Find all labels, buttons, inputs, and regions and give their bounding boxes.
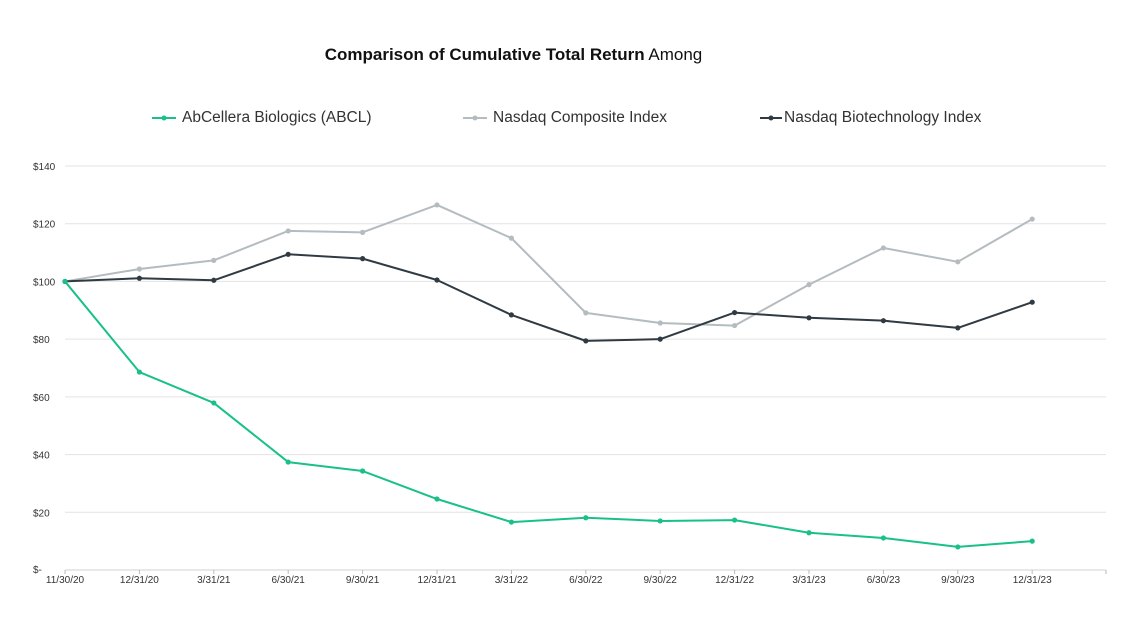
- data-point-2: [732, 309, 738, 316]
- legend-item-nasdaq-biotech: Nasdaq Biotechnology Index: [760, 109, 981, 127]
- data-point-0: [360, 468, 366, 474]
- data-point-2: [360, 256, 366, 262]
- series-line-2: [64, 253, 1033, 342]
- legend-item-abcl: AbCellera Biologics (ABCL): [152, 109, 372, 127]
- data-point-2: [806, 315, 812, 321]
- y-tick-label: $60: [33, 393, 50, 404]
- chart-title-bold: Comparison of Cumulative Total Return: [324, 45, 645, 64]
- y-tick-label: $40: [33, 451, 50, 462]
- y-tick-label: $-: [33, 565, 42, 576]
- x-tick-label: 12/31/22: [715, 575, 754, 586]
- data-point-0: [880, 535, 887, 541]
- x-tick-label: 3/31/22: [495, 575, 529, 586]
- x-tick-label: 12/31/21: [418, 575, 457, 586]
- data-point-0: [583, 515, 589, 521]
- legend-label-abcl: AbCellera Biologics (ABCL): [182, 109, 372, 126]
- legend-item-nasdaq-composite: Nasdaq Composite Index: [463, 109, 667, 127]
- x-tick-label: 6/30/23: [867, 575, 901, 586]
- data-point-1: [732, 322, 738, 329]
- y-tick-label: $100: [33, 277, 56, 288]
- data-point-2: [1029, 299, 1035, 305]
- data-point-0: [1029, 538, 1035, 544]
- data-point-1: [583, 310, 589, 316]
- series-line-0: [64, 280, 1033, 548]
- x-tick-label: 11/30/20: [46, 575, 85, 586]
- data-point-2: [434, 277, 440, 283]
- x-tick-label: 6/30/21: [272, 575, 306, 586]
- data-point-1: [136, 266, 142, 272]
- x-tick-label: 12/31/20: [120, 575, 159, 586]
- data-point-2: [955, 325, 961, 331]
- data-point-1: [657, 320, 663, 326]
- data-point-2: [583, 338, 589, 344]
- x-tick-label: 6/30/22: [569, 575, 603, 586]
- data-point-2: [285, 251, 291, 257]
- legend-marker-abcl: [152, 115, 176, 121]
- x-tick-label: 3/31/23: [792, 575, 826, 586]
- x-tick-label: 9/30/23: [941, 575, 975, 586]
- data-point-0: [211, 400, 217, 406]
- legend-marker-nasdaq-composite: [463, 115, 487, 121]
- x-tick-label: 12/31/23: [1013, 575, 1052, 586]
- data-point-0: [62, 278, 68, 285]
- data-point-1: [880, 245, 887, 251]
- data-point-0: [434, 496, 440, 502]
- data-point-0: [136, 369, 142, 375]
- legend-marker-nasdaq-biotech: [760, 115, 782, 121]
- legend-label-nasdaq-composite: Nasdaq Composite Index: [493, 109, 668, 126]
- data-point-0: [732, 517, 738, 523]
- data-point-0: [657, 518, 663, 524]
- y-tick-label: $120: [33, 220, 56, 231]
- data-point-1: [806, 282, 812, 288]
- data-point-2: [136, 275, 142, 281]
- data-point-2: [508, 312, 514, 318]
- data-point-1: [434, 202, 440, 208]
- data-point-0: [806, 530, 812, 536]
- chart-title: Comparison of Cumulative Total Return Am…: [0, 45, 1027, 65]
- data-point-0: [285, 459, 291, 465]
- data-point-1: [1029, 216, 1035, 222]
- y-tick-label: $20: [33, 508, 50, 519]
- x-tick-label: 9/30/22: [644, 575, 678, 586]
- data-point-0: [955, 544, 961, 550]
- data-point-1: [285, 228, 291, 234]
- data-point-1: [955, 259, 961, 265]
- chart-title-rest: Among: [648, 45, 703, 64]
- y-tick-label: $140: [33, 162, 56, 173]
- data-point-0: [508, 519, 514, 525]
- x-tick-label: 9/30/21: [346, 575, 380, 586]
- x-tick-label: 3/31/21: [197, 575, 231, 586]
- series-line-1: [64, 203, 1033, 327]
- data-point-1: [508, 235, 514, 241]
- data-point-2: [211, 277, 217, 283]
- data-point-2: [657, 336, 663, 342]
- y-tick-label: $80: [33, 335, 50, 346]
- data-point-1: [360, 229, 366, 235]
- data-point-1: [211, 257, 217, 263]
- legend-label-nasdaq-biotech: Nasdaq Biotechnology Index: [784, 109, 982, 126]
- data-point-2: [880, 318, 887, 324]
